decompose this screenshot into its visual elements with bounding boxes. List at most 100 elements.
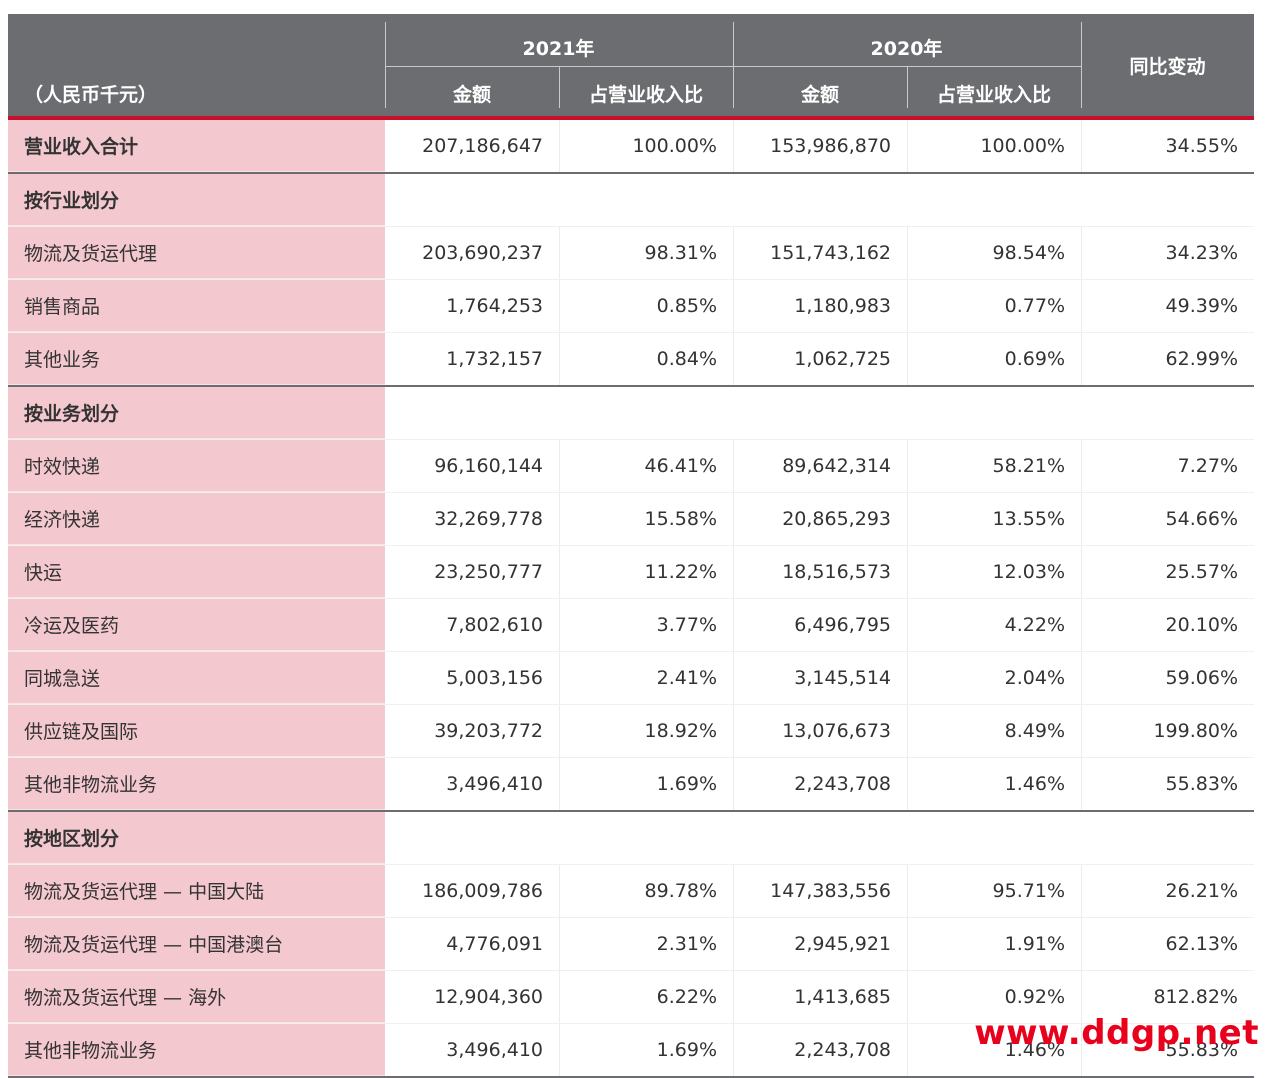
amount-2020-cell: 153,986,870 <box>770 135 891 157</box>
table-row: 其他非物流业务 3,496,410 1.69% 2,243,708 1.46% 55.83… <box>8 758 1254 812</box>
share-2020-cell: 4.22% <box>1004 614 1065 636</box>
row-label: 冷运及医药 <box>8 599 385 651</box>
table-row: 供应链及国际 39,203,772 18.92% 13,076,673 8.49% 199… <box>8 705 1254 758</box>
yoy-cell: 59.06% <box>1165 667 1238 689</box>
amount-2020-cell: 151,743,162 <box>770 242 891 264</box>
row-label: 其他非物流业务 <box>8 1024 385 1076</box>
share-2020-cell: 1.46% <box>1004 773 1065 795</box>
share-2020-cell: 95.71% <box>992 880 1065 902</box>
share-2021-cell: 3.77% <box>656 614 717 636</box>
unit-label: （人民币千元） <box>24 83 158 106</box>
row-label: 经济快递 <box>8 493 385 545</box>
share-2020-cell: 58.21% <box>992 455 1065 477</box>
total-row: 营业收入合计 207,186,647 100.00% 153,986,870 100.0… <box>8 120 1254 174</box>
amount-2020-cell: 6,496,795 <box>794 614 891 636</box>
share-2020-cell: 2.04% <box>1004 667 1065 689</box>
share-2020-cell: 8.49% <box>1004 720 1065 742</box>
amount-2020-cell: 1,413,685 <box>794 986 891 1008</box>
amount-2020-header: 金额 <box>800 83 839 106</box>
section-label: 按行业划分 <box>8 174 385 226</box>
amount-2020-cell: 2,945,921 <box>794 933 891 955</box>
section-row: 按行业划分 <box>8 174 1254 227</box>
yoy-header: 同比变动 <box>1129 55 1206 78</box>
row-label: 其他业务 <box>8 333 385 385</box>
table-row: 物流及货运代理 — 中国港澳台 4,776,091 2.31% 2,945,921 1.… <box>8 918 1254 971</box>
share-2020-cell: 12.03% <box>992 561 1065 583</box>
share-2021-cell: 46.41% <box>644 455 717 477</box>
yoy-cell: 26.21% <box>1165 880 1238 902</box>
share-2020-cell: 0.92% <box>1004 986 1065 1008</box>
share-2021-cell: 2.41% <box>656 667 717 689</box>
row-label: 时效快递 <box>8 440 385 492</box>
amount-2020-cell: 3,145,514 <box>794 667 891 689</box>
share-2021-cell: 100.00% <box>632 135 717 157</box>
amount-2021-cell: 3,496,410 <box>446 773 543 795</box>
row-label: 物流及货运代理 — 中国港澳台 <box>8 918 385 970</box>
table-row: 经济快递 32,269,778 15.58% 20,865,293 13.55% 54.6… <box>8 493 1254 546</box>
row-label: 物流及货运代理 — 海外 <box>8 971 385 1023</box>
amount-2021-cell: 1,764,253 <box>446 295 543 317</box>
section-row: 按地区划分 <box>8 812 1254 865</box>
yoy-cell: 812.82% <box>1153 986 1238 1008</box>
watermark: www.ddgp.net <box>974 1013 1259 1053</box>
share-2021-cell: 0.84% <box>656 348 717 370</box>
row-label: 物流及货运代理 — 中国大陆 <box>8 865 385 917</box>
yoy-cell: 62.13% <box>1165 933 1238 955</box>
share-2020-header: 占营业收入比 <box>936 83 1051 106</box>
table-row: 时效快递 96,160,144 46.41% 89,642,314 58.21% 7.27… <box>8 440 1254 493</box>
share-2020-cell: 1.91% <box>1004 933 1065 955</box>
row-label: 营业收入合计 <box>8 120 385 172</box>
share-2021-cell: 1.69% <box>656 1039 717 1061</box>
share-2021-cell: 1.69% <box>656 773 717 795</box>
section-label: 按业务划分 <box>8 387 385 439</box>
amount-2021-cell: 32,269,778 <box>434 508 543 530</box>
yoy-cell: 54.66% <box>1165 508 1238 530</box>
row-label: 供应链及国际 <box>8 705 385 757</box>
table-row: 同城急送 5,003,156 2.41% 3,145,514 2.04% 59.06% <box>8 652 1254 705</box>
share-2020-cell: 0.69% <box>1004 348 1065 370</box>
share-2021-cell: 6.22% <box>656 986 717 1008</box>
share-2021-cell: 0.85% <box>656 295 717 317</box>
amount-2021-cell: 4,776,091 <box>446 933 543 955</box>
section-label: 按地区划分 <box>8 812 385 864</box>
table-row: 物流及货运代理 — 中国大陆 186,009,786 89.78% 147,383,5… <box>8 865 1254 918</box>
share-2021-cell: 2.31% <box>656 933 717 955</box>
amount-2021-cell: 5,003,156 <box>446 667 543 689</box>
row-label: 快运 <box>8 546 385 598</box>
amount-2020-cell: 147,383,556 <box>770 880 891 902</box>
share-2021-cell: 89.78% <box>644 880 717 902</box>
table-header: （人民币千元） 2021年 2020年 金额 占营业收入比 金额 占营业收入比 … <box>8 14 1254 116</box>
row-label: 同城急送 <box>8 652 385 704</box>
amount-2021-cell: 96,160,144 <box>434 455 543 477</box>
header-accent-line <box>8 116 1254 120</box>
amount-2021-cell: 1,732,157 <box>446 348 543 370</box>
amount-2021-cell: 39,203,772 <box>434 720 543 742</box>
share-2021-cell: 11.22% <box>644 561 717 583</box>
amount-2021-cell: 23,250,777 <box>434 561 543 583</box>
share-2021-header: 占营业收入比 <box>588 83 703 106</box>
amount-2021-cell: 207,186,647 <box>422 135 543 157</box>
share-2020-cell: 98.54% <box>992 242 1065 264</box>
table-row: 冷运及医药 7,802,610 3.77% 6,496,795 4.22% 20.10% <box>8 599 1254 652</box>
row-label: 物流及货运代理 <box>8 227 385 279</box>
share-2021-cell: 98.31% <box>644 242 717 264</box>
amount-2021-cell: 3,496,410 <box>446 1039 543 1061</box>
amount-2020-cell: 18,516,573 <box>782 561 891 583</box>
year-2021-header: 2021年 <box>522 37 595 60</box>
amount-2020-cell: 13,076,673 <box>782 720 891 742</box>
row-label: 销售商品 <box>8 280 385 332</box>
amount-2021-cell: 7,802,610 <box>446 614 543 636</box>
yoy-cell: 34.55% <box>1165 135 1238 157</box>
amount-2021-cell: 203,690,237 <box>422 242 543 264</box>
table-body: 营业收入合计 207,186,647 100.00% 153,986,870 100.0… <box>8 120 1254 1078</box>
amount-2021-cell: 12,904,360 <box>434 986 543 1008</box>
table-row: 物流及货运代理 203,690,237 98.31% 151,743,162 98.54… <box>8 227 1254 280</box>
row-label: 其他非物流业务 <box>8 758 385 810</box>
table-row: 销售商品 1,764,253 0.85% 1,180,983 0.77% 49.39% <box>8 280 1254 333</box>
yoy-cell: 20.10% <box>1165 614 1238 636</box>
yoy-cell: 199.80% <box>1153 720 1238 742</box>
section-row: 按业务划分 <box>8 387 1254 440</box>
revenue-table: （人民币千元） 2021年 2020年 金额 占营业收入比 金额 占营业收入比 … <box>8 14 1254 1078</box>
table-row: 物流及货运代理 — 海外 12,904,360 6.22% 1,413,685 0.92… <box>8 971 1254 1024</box>
share-2021-cell: 15.58% <box>644 508 717 530</box>
